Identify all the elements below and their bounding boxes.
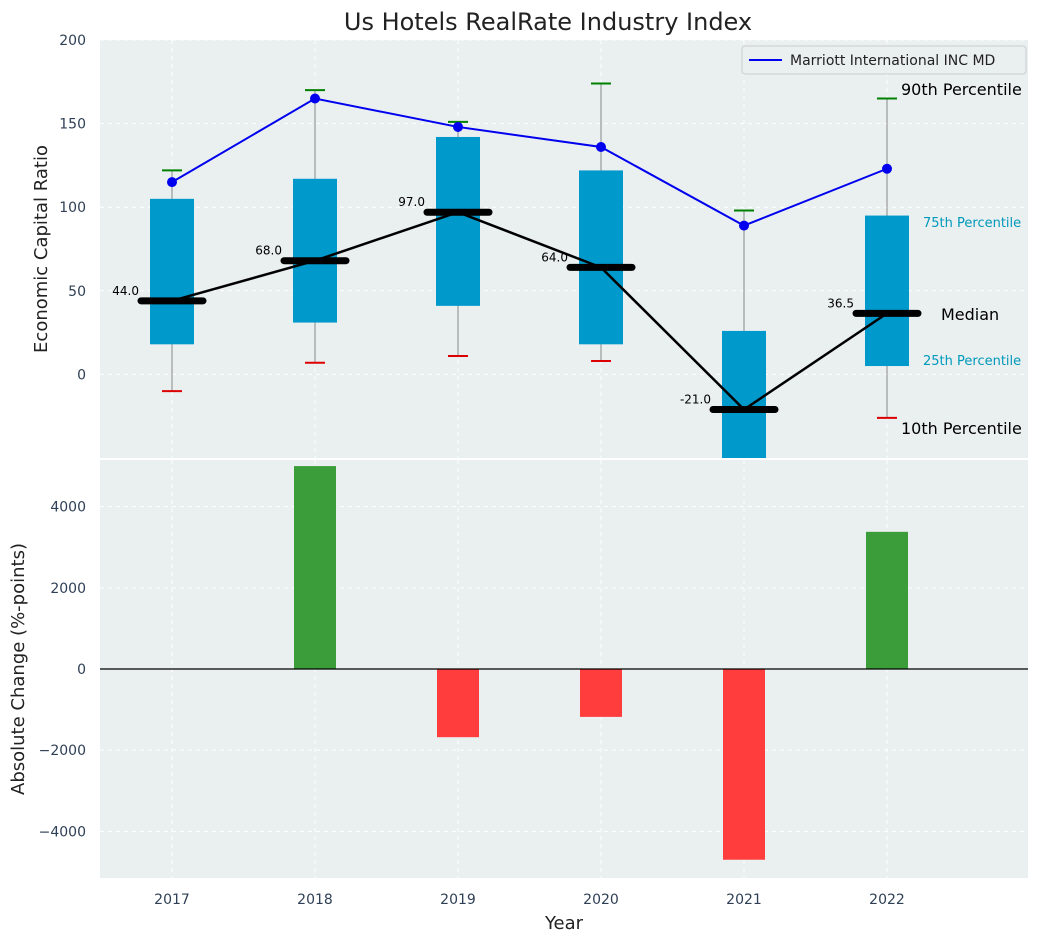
company-series xyxy=(167,93,892,231)
annotation-25th-percentile: 25th Percentile xyxy=(923,354,1021,369)
median-label-2020: 64.0 xyxy=(541,250,568,264)
top-y-tick-label: 50 xyxy=(68,284,86,300)
bottom-y-tick-labels: −4000 −2000 0 2000 4000 xyxy=(39,500,86,841)
top-y-tick-label: 0 xyxy=(77,367,86,383)
change-bar-2021 xyxy=(723,669,765,860)
company-point-2021 xyxy=(739,220,749,231)
change-bars xyxy=(294,466,908,860)
median-label-2019: 97.0 xyxy=(398,195,425,209)
percentile-caps xyxy=(162,82,897,419)
bottom-y-tick-label: −2000 xyxy=(39,743,86,759)
legend: Marriott International INC MD xyxy=(741,45,1027,75)
chart-title: Us Hotels RealRate Industry Index xyxy=(344,8,752,36)
annotation-75th-percentile: 75th Percentile xyxy=(923,216,1021,231)
legend-entry: Marriott International INC MD xyxy=(790,53,995,69)
change-bar-2019 xyxy=(437,669,479,738)
top-y-tick-label: 150 xyxy=(59,117,86,133)
median-marks: 44.0 68.0 97.0 64.0 -21.0 36.5 xyxy=(112,195,922,414)
median-label-2017: 44.0 xyxy=(112,284,139,298)
change-bar-2018 xyxy=(294,466,336,669)
x-tick-label: 2018 xyxy=(297,892,333,908)
top-y-tick-labels: 0 50 100 150 200 xyxy=(59,33,86,383)
median-label-2022: 36.5 xyxy=(827,296,854,310)
company-point-2017 xyxy=(167,177,177,188)
company-point-2020 xyxy=(596,142,606,153)
box-2017 xyxy=(150,198,194,345)
x-axis-label: Year xyxy=(544,913,584,934)
x-tick-labels: 2017 2018 2019 2020 2021 2022 xyxy=(154,892,905,908)
company-line xyxy=(171,97,888,227)
annotation-10th-percentile: 10th Percentile xyxy=(901,419,1022,438)
percentile-annotations: 90th Percentile 75th Percentile Median 2… xyxy=(901,80,1022,438)
top-y-tick-label: 200 xyxy=(59,33,86,49)
change-bar-2022 xyxy=(866,531,908,669)
top-y-tick-label: 100 xyxy=(59,200,86,216)
bottom-y-axis-label: Absolute Change (%-points) xyxy=(8,543,29,795)
change-bar-2020 xyxy=(580,669,622,717)
top-y-axis-label: Economic Capital Ratio xyxy=(31,145,52,353)
x-tick-label: 2022 xyxy=(869,892,905,908)
bottom-y-tick-label: 2000 xyxy=(50,581,86,597)
company-point-2022 xyxy=(882,163,892,174)
bottom-y-tick-label: −4000 xyxy=(39,824,86,840)
box-2022 xyxy=(865,215,909,367)
median-label-2021: -21.0 xyxy=(680,393,711,407)
box-2018 xyxy=(293,178,337,323)
annotation-median: Median xyxy=(941,305,999,324)
median-label-2018: 68.0 xyxy=(255,244,282,258)
company-point-2018 xyxy=(310,93,320,104)
x-tick-label: 2020 xyxy=(583,892,619,908)
bottom-y-tick-label: 4000 xyxy=(50,500,86,516)
bottom-y-tick-label: 0 xyxy=(77,662,86,678)
x-tick-label: 2017 xyxy=(154,892,190,908)
legend-box xyxy=(741,45,1027,75)
median-line xyxy=(171,210,888,412)
x-tick-label: 2019 xyxy=(440,892,476,908)
x-tick-label: 2021 xyxy=(726,892,762,908)
box-2019 xyxy=(436,136,480,306)
company-point-2019 xyxy=(453,121,463,132)
annotation-90th-percentile: 90th Percentile xyxy=(901,80,1022,99)
percentile-boxes xyxy=(150,136,909,458)
box-2020 xyxy=(579,170,623,345)
